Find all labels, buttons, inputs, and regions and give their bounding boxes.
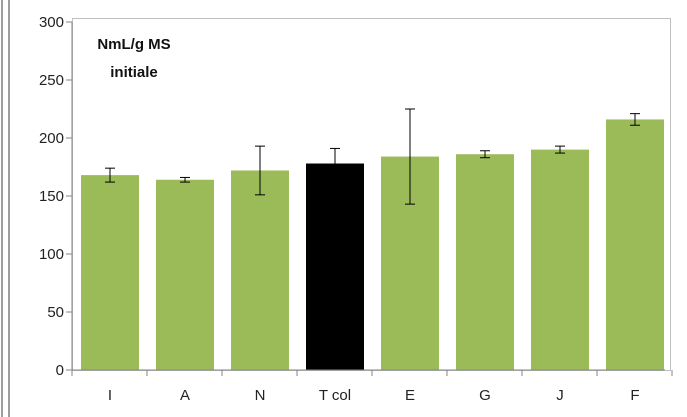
bar-i	[81, 175, 139, 370]
x-axis: I A N T col E G J F	[71, 369, 673, 404]
y-axis-title-line1: NmL/g MS	[97, 36, 170, 53]
bar-n	[231, 170, 289, 370]
y-tick-label: 200	[39, 130, 64, 147]
bar-a	[156, 179, 214, 370]
x-tick-label: T col	[319, 387, 351, 404]
x-tick-label: G	[479, 387, 491, 404]
x-tick-label: A	[180, 387, 190, 404]
bar-f	[606, 119, 664, 370]
y-axis: 0 50 100 150 200 250 300	[39, 14, 73, 379]
y-tick-label: 250	[39, 72, 64, 89]
y-axis-title-line2: initiale	[110, 64, 158, 81]
y-tick-label: 100	[39, 246, 64, 263]
y-tick-label: 300	[39, 14, 64, 31]
x-tick-label: F	[630, 387, 639, 404]
y-tick-label: 50	[47, 304, 64, 321]
x-tick-label: N	[255, 387, 266, 404]
x-tick-label: I	[108, 387, 112, 404]
bar-j	[531, 149, 589, 370]
y-tick-label: 0	[56, 362, 64, 379]
y-tick-label: 150	[39, 188, 64, 205]
bars-group	[81, 119, 664, 370]
bar-g	[456, 154, 514, 370]
bar-t-col	[306, 163, 364, 370]
error-bars-group	[105, 108, 640, 205]
x-tick-label: J	[556, 387, 564, 404]
x-tick-label: E	[405, 387, 415, 404]
